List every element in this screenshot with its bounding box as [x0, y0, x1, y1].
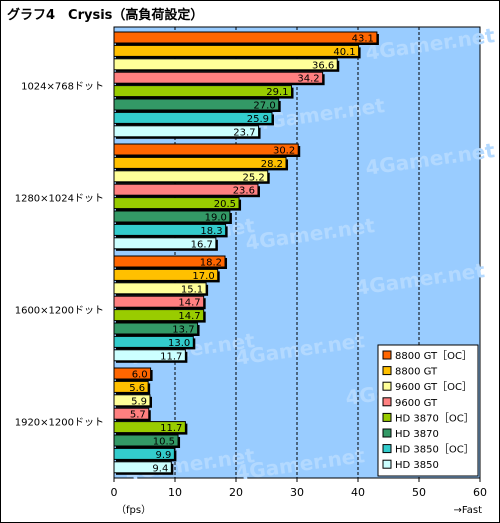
bar-3-4 — [113, 421, 186, 434]
tick-label-10: 10 — [168, 486, 182, 499]
legend-swatch-6 — [382, 444, 392, 454]
legend-swatch-4 — [382, 412, 392, 422]
bar-3-6 — [113, 447, 175, 460]
category-label-0: 1024×768ドット — [21, 82, 104, 93]
category-label-1: 1280×1024ドット — [15, 194, 104, 205]
bar-0-0 — [113, 31, 378, 44]
legend-swatch-1 — [382, 366, 392, 376]
bar-3-2 — [113, 394, 151, 407]
bar-0-2 — [113, 58, 338, 71]
bar-label-0-7: 23.7 — [233, 127, 255, 138]
legend-swatch-0 — [382, 350, 392, 360]
bar-0-3 — [113, 71, 324, 84]
x-direction-label: →Fast — [454, 505, 483, 516]
bar-label-2-6: 13.0 — [168, 338, 190, 349]
bar-label-1-0: 30.2 — [273, 146, 295, 157]
bar-label-1-4: 20.5 — [214, 199, 236, 210]
bar-0-4 — [113, 85, 293, 98]
bar-label-2-4: 14.7 — [178, 311, 200, 322]
bar-label-3-0: 6.0 — [132, 370, 148, 381]
bar-2-5 — [113, 322, 199, 335]
bar-1-7 — [113, 237, 217, 250]
bar-label-2-2: 15.1 — [181, 284, 203, 295]
x-axis-label: （fps） — [116, 504, 151, 516]
legend-box — [377, 344, 479, 477]
bar-2-3 — [113, 295, 205, 308]
legend-swatch-3 — [382, 397, 392, 407]
legend-swatch-7 — [382, 459, 392, 469]
bar-2-1 — [113, 268, 219, 281]
bar-label-0-6: 25.9 — [247, 114, 269, 125]
bar-label-3-1: 5.6 — [129, 383, 145, 394]
bar-2-6 — [113, 335, 194, 348]
bar-label-2-0: 18.2 — [200, 258, 222, 269]
bar-label-3-7: 9.4 — [152, 463, 168, 474]
legend-label-0: 8800 GT［OC］ — [395, 350, 472, 362]
bar-label-0-2: 36.6 — [312, 60, 334, 71]
bar-label-1-2: 25.2 — [242, 172, 264, 183]
legend-label-7: HD 3850 — [395, 460, 439, 471]
bar-1-0 — [113, 143, 299, 156]
bar-3-3 — [113, 407, 150, 420]
bar-0-7 — [113, 125, 260, 138]
bar-label-1-3: 23.6 — [233, 186, 255, 197]
bar-3-5 — [113, 434, 179, 447]
bar-1-6 — [113, 223, 227, 236]
legend-label-1: 8800 GT — [395, 367, 438, 378]
legend-swatch-5 — [382, 428, 392, 438]
bar-label-1-5: 19.0 — [205, 213, 227, 224]
bar-1-1 — [113, 156, 287, 169]
bar-label-0-5: 27.0 — [253, 101, 275, 112]
tick-label-50: 50 — [412, 486, 426, 499]
bar-2-2 — [113, 282, 207, 295]
tick-label-60: 60 — [473, 486, 487, 499]
bar-label-2-1: 17.0 — [192, 271, 214, 282]
bar-label-3-6: 9.9 — [155, 450, 171, 461]
bar-label-0-3: 34.2 — [297, 74, 319, 85]
bar-label-0-4: 29.1 — [266, 87, 288, 98]
category-label-3: 1920×1200ドット — [15, 418, 104, 429]
bar-label-1-1: 28.2 — [261, 159, 283, 170]
bar-label-1-6: 18.3 — [200, 226, 222, 237]
bar-2-0 — [113, 255, 226, 268]
legend-label-4: HD 3870［OC］ — [395, 412, 474, 424]
chart-title: グラフ4 Crysis（高負荷設定） — [7, 8, 204, 23]
bar-0-6 — [113, 111, 273, 124]
bar-2-7 — [113, 349, 186, 362]
legend-label-3: 9600 GT — [395, 398, 438, 409]
legend-swatch-2 — [382, 381, 392, 391]
legend-label-5: HD 3870 — [395, 429, 439, 440]
bar-label-3-2: 5.9 — [131, 396, 147, 407]
bar-label-3-4: 11.7 — [160, 423, 182, 434]
bar-1-2 — [113, 170, 269, 183]
bar-label-2-3: 14.7 — [178, 298, 200, 309]
bar-3-1 — [113, 380, 149, 393]
bar-label-0-1: 40.1 — [333, 47, 355, 58]
tick-label-30: 30 — [290, 486, 304, 499]
bar-1-3 — [113, 183, 259, 196]
bar-1-4 — [113, 197, 240, 210]
bar-label-2-7: 11.7 — [160, 351, 182, 362]
legend-label-2: 9600 GT［OC］ — [395, 381, 472, 393]
bar-3-0 — [113, 367, 152, 380]
bar-label-0-0: 43.1 — [352, 34, 374, 45]
bar-0-1 — [113, 44, 360, 57]
bar-label-3-5: 10.5 — [153, 437, 175, 448]
bar-1-5 — [113, 210, 231, 223]
legend-label-6: HD 3850［OC］ — [395, 444, 474, 456]
category-label-2: 1600×1200ドット — [15, 306, 104, 317]
bar-3-7 — [113, 461, 172, 474]
bar-label-3-3: 5.7 — [130, 410, 146, 421]
tick-label-40: 40 — [351, 486, 365, 499]
tick-label-0: 0 — [111, 486, 118, 499]
bar-2-4 — [113, 309, 205, 322]
bar-0-5 — [113, 98, 280, 111]
bar-label-1-7: 16.7 — [191, 239, 213, 250]
tick-label-20: 20 — [229, 486, 243, 499]
bar-label-2-5: 13.7 — [172, 325, 194, 336]
